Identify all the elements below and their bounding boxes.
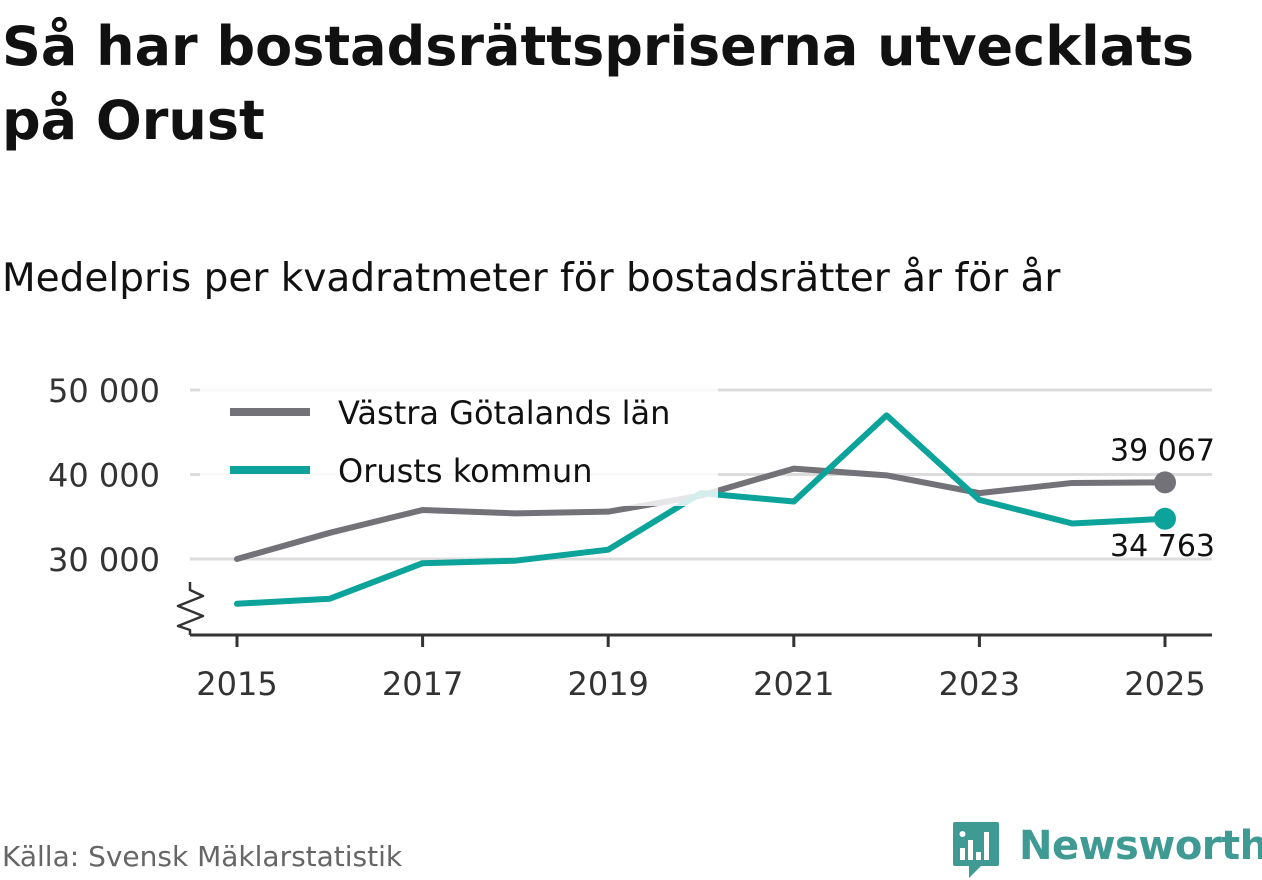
y-tick-label: 40 000: [48, 457, 160, 495]
labels-layer: 39 067 34 763: [1110, 433, 1215, 563]
legend-label: Västra Götalands län: [338, 394, 670, 432]
source-note: Källa: Svensk Mäklarstatistik: [2, 840, 403, 873]
axis-layer: 30 000 40 000 50 000 2015 2017 2019 2021 2023 20…: [48, 372, 1212, 703]
y-tick-label: 50 000: [48, 372, 160, 410]
x-tick-label: 2021: [753, 665, 834, 703]
brand-logo: Newsworthy: [951, 818, 1262, 880]
legend-layer: Västra Götalands län Orusts kommun: [200, 384, 718, 506]
end-point-marker: [1154, 471, 1176, 494]
end-point-marker: [1154, 507, 1176, 530]
end-value-label: 34 763: [1110, 529, 1215, 564]
axis-break: [176, 582, 205, 635]
legend-label: Orusts kommun: [338, 452, 593, 490]
bar-chart-speech-icon: [953, 822, 999, 878]
legend-backdrop: [200, 384, 718, 506]
y-tick-label: 30 000: [48, 541, 160, 579]
x-tick-label: 2023: [939, 665, 1020, 703]
end-value-label: 39 067: [1110, 433, 1215, 468]
x-tick-label: 2025: [1124, 665, 1205, 703]
x-tick-label: 2015: [196, 665, 277, 703]
x-tick-label: 2019: [567, 665, 648, 703]
chart-subtitle: Medelpris per kvadratmeter för bostadsrä…: [2, 256, 1061, 301]
brand-name: Newsworthy: [1019, 823, 1262, 869]
x-tick-label: 2017: [382, 665, 463, 703]
chart-title: Så har bostadsrättspriserna utvecklats p…: [2, 15, 1195, 152]
